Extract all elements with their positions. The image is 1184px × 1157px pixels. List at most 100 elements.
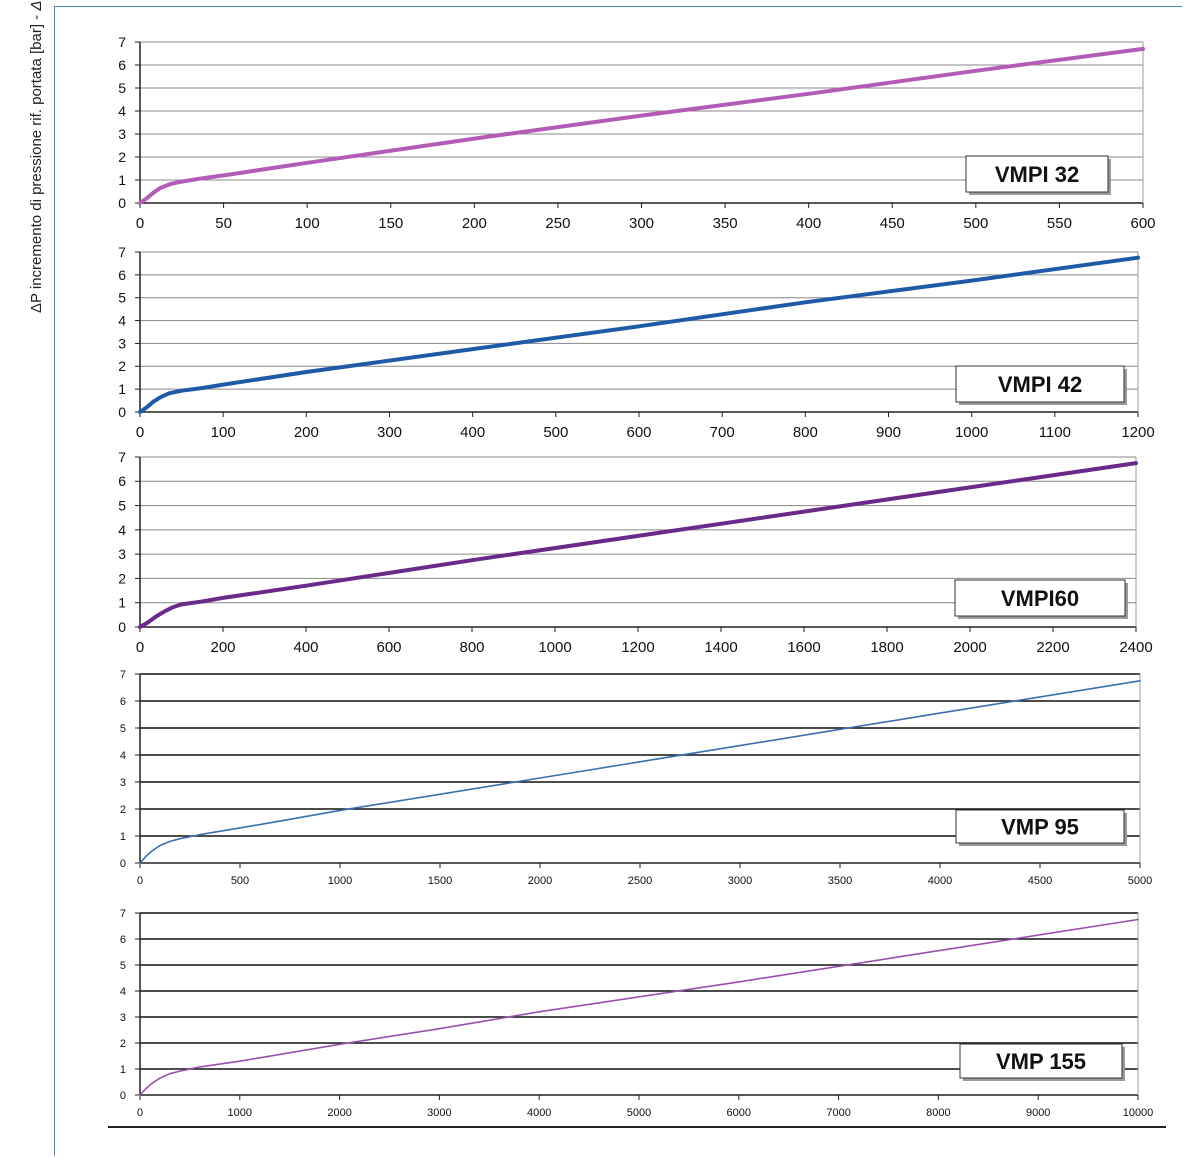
x-tick-label: 200 xyxy=(210,639,235,656)
x-tick-label: 2500 xyxy=(628,875,652,887)
y-tick-label: 3 xyxy=(118,546,126,562)
x-tick-label: 200 xyxy=(462,215,487,232)
chart-title: VMPI 42 xyxy=(998,372,1082,397)
chart-1: 0 1 2 3 4 5 6 7 0 50 100 150 200 250 300 350 400 450 500 55… xyxy=(118,34,1155,232)
x-tick-label: 2000 xyxy=(953,639,986,656)
x-tick-label: 600 xyxy=(376,639,401,656)
x-tick-label: 3000 xyxy=(427,1107,451,1119)
x-tick-label: 600 xyxy=(626,424,651,441)
y-tick-label: 3 xyxy=(120,1012,126,1024)
x-tick-label: 800 xyxy=(793,424,818,441)
y-tick-label: 5 xyxy=(120,960,126,972)
x-tick-label: 1100 xyxy=(1039,424,1071,441)
x-tick-label: 500 xyxy=(963,215,988,232)
y-tick-label: 0 xyxy=(118,404,126,420)
y-tick-label: 0 xyxy=(120,858,126,870)
y-tick-label: 5 xyxy=(120,723,126,735)
x-tick-label: 900 xyxy=(876,424,901,441)
x-tick-label: 6000 xyxy=(727,1107,751,1119)
title-box xyxy=(965,155,1109,193)
chart-3: 0 1 2 3 4 5 6 7 0 200 400 600 800 1000 1200 1400 1600 180… xyxy=(118,449,1152,656)
x-tick-label: 700 xyxy=(710,424,735,441)
x-tick-label: 200 xyxy=(294,424,319,441)
x-tick-label: 1600 xyxy=(787,639,820,656)
y-tick-label: 1 xyxy=(118,172,126,188)
y-tick-label: 7 xyxy=(120,669,126,681)
title-box xyxy=(959,1043,1123,1079)
y-tick-label: 1 xyxy=(120,831,126,843)
x-tick-label: 1200 xyxy=(621,639,654,656)
x-tick-label: 0 xyxy=(136,639,144,656)
chart-2: 0 1 2 3 4 5 6 7 0 100 200 300 400 500 600 700 800 900 1000… xyxy=(118,244,1154,441)
x-tick-label: 1000 xyxy=(328,875,352,887)
y-tick-label: 4 xyxy=(120,986,126,998)
x-tick-label: 4000 xyxy=(527,1107,551,1119)
chart-title: VMP 155 xyxy=(996,1049,1086,1074)
y-tick-label: 6 xyxy=(120,696,126,708)
y-tick-label: 2 xyxy=(118,149,126,165)
chart-4: 0 1 2 3 4 5 6 7 0 500 1000 1500 2000 2500 3000 3500 4000… xyxy=(120,669,1152,887)
y-tick-label: 4 xyxy=(118,312,126,328)
y-tick-label: 4 xyxy=(118,522,126,538)
x-tick-label: 5000 xyxy=(627,1107,651,1119)
x-tick-label: 0 xyxy=(137,875,143,887)
x-tick-label: 9000 xyxy=(1026,1107,1050,1119)
x-tick-label: 100 xyxy=(295,215,320,232)
title-box xyxy=(955,809,1125,844)
y-tick-label: 2 xyxy=(118,358,126,374)
title-box xyxy=(955,365,1125,403)
x-tick-label: 3500 xyxy=(828,875,852,887)
chart-title: VMPI 32 xyxy=(995,162,1079,187)
figure-frame xyxy=(54,6,1182,1156)
y-tick-label: 3 xyxy=(118,335,126,351)
x-tick-label: 50 xyxy=(215,215,232,232)
x-tick-label: 1000 xyxy=(228,1107,252,1119)
y-tick-label: 0 xyxy=(118,619,126,635)
x-tick-label: 10000 xyxy=(1123,1107,1154,1119)
x-tick-label: 1400 xyxy=(704,639,737,656)
x-tick-label: 250 xyxy=(545,215,570,232)
x-tick-label: 1000 xyxy=(955,424,988,441)
chart-5: 0 1 2 3 4 5 6 7 0 1000 2000 3000 4000 5000 6000 7000 800… xyxy=(120,908,1153,1119)
x-tick-label: 1800 xyxy=(870,639,903,656)
x-tick-label: 0 xyxy=(136,215,144,232)
x-tick-label: 300 xyxy=(377,424,402,441)
y-tick-label: 1 xyxy=(120,1064,126,1076)
y-tick-label: 6 xyxy=(118,267,126,283)
x-tick-label: 5000 xyxy=(1128,875,1152,887)
x-tick-label: 1000 xyxy=(538,639,571,656)
x-tick-label: 7000 xyxy=(826,1107,850,1119)
x-tick-label: 2200 xyxy=(1036,639,1069,656)
x-tick-label: 2400 xyxy=(1119,639,1152,656)
y-tick-label: 1 xyxy=(118,381,126,397)
chart-title: VMP 95 xyxy=(1001,814,1079,839)
series-line xyxy=(138,255,1140,414)
x-tick-label: 0 xyxy=(137,1107,143,1119)
y-tick-label: 0 xyxy=(120,1090,126,1102)
x-tick-label: 400 xyxy=(796,215,821,232)
y-tick-label: 6 xyxy=(118,473,126,489)
chart-title: VMPI60 xyxy=(1001,586,1079,611)
y-tick-label: 5 xyxy=(118,497,126,513)
y-tick-label: 7 xyxy=(120,908,126,920)
x-tick-label: 4500 xyxy=(1028,875,1052,887)
x-tick-label: 400 xyxy=(460,424,485,441)
y-tick-label: 5 xyxy=(118,80,126,96)
y-tick-label: 3 xyxy=(120,777,126,789)
y-tick-label: 0 xyxy=(118,195,126,211)
x-tick-label: 500 xyxy=(231,875,249,887)
y-tick-label: 4 xyxy=(118,103,126,119)
series-line xyxy=(139,679,1141,864)
series-line xyxy=(138,46,1145,205)
y-tick-label: 7 xyxy=(118,244,126,260)
series-line xyxy=(138,461,1138,629)
x-tick-label: 550 xyxy=(1047,215,1072,232)
y-tick-label: 7 xyxy=(118,34,126,50)
series-line xyxy=(139,918,1139,1096)
y-tick-label: 2 xyxy=(120,1038,126,1050)
y-tick-label: 6 xyxy=(118,57,126,73)
y-tick-label: 6 xyxy=(120,934,126,946)
y-tick-label: 4 xyxy=(120,750,126,762)
x-tick-label: 300 xyxy=(629,215,654,232)
